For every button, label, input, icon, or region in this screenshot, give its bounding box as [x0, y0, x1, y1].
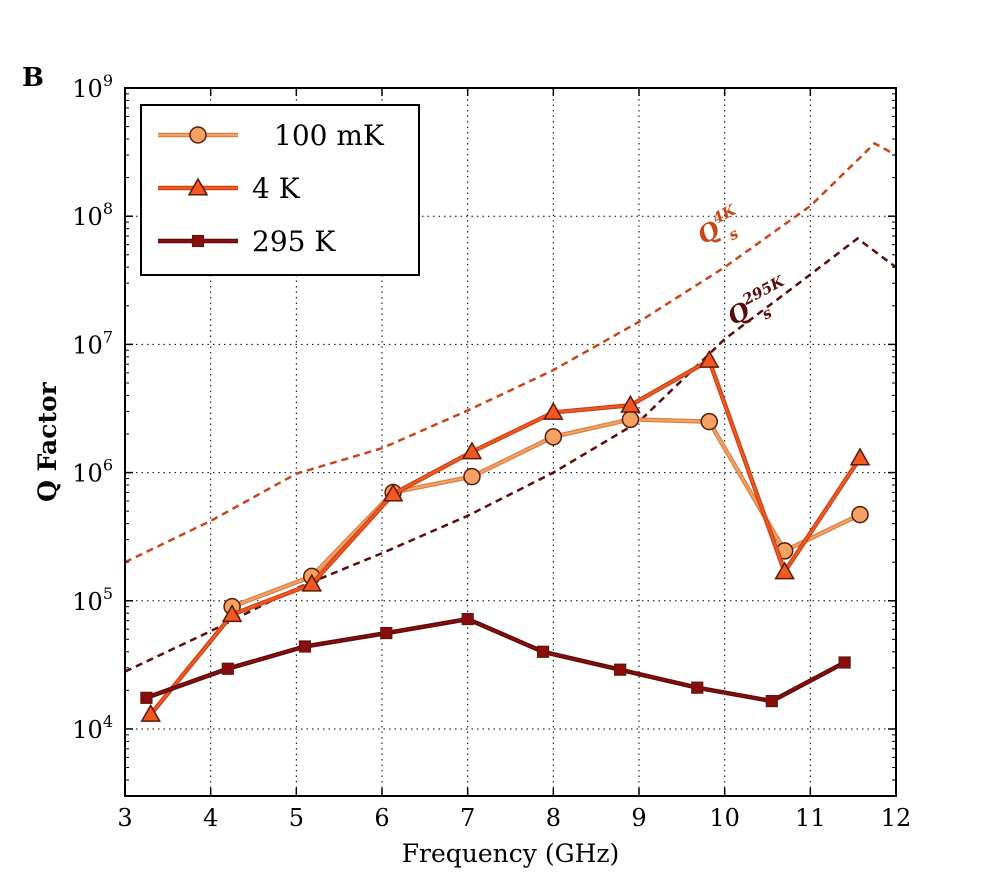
x-tick-label: 9	[631, 804, 646, 832]
triangle-marker	[382, 483, 404, 502]
y-tick-label: 106	[72, 456, 113, 488]
x-tick-label: 11	[795, 804, 826, 832]
triangle-marker	[620, 394, 641, 413]
x-tick-label: 12	[881, 804, 912, 832]
panel-label: B	[22, 63, 44, 93]
legend: 100 mK 4 K 295 K	[140, 104, 420, 276]
series-295-k	[140, 612, 851, 708]
dashed-curve-q-s-4k	[125, 141, 896, 564]
square-marker	[298, 640, 311, 653]
triangle-marker	[461, 441, 483, 460]
x-axis-label: Frequency (GHz)	[402, 839, 620, 868]
x-tick-label: 6	[374, 804, 389, 832]
y-tick-label: 108	[72, 199, 113, 231]
triangle-marker	[301, 573, 323, 592]
y-tick-label: 107	[72, 327, 113, 359]
circle-marker	[463, 467, 481, 486]
axis-ticks: 3 4 5 6 7 8 9 10 11 12 104 105 106 107 108 109	[72, 71, 911, 832]
y-axis-label: Q Factor	[33, 381, 62, 502]
legend-item-100-mk: 100 mK	[158, 119, 385, 152]
series-100-mk	[223, 410, 869, 616]
circle-marker	[189, 126, 207, 144]
legend-label: 295 K	[252, 225, 336, 258]
circle-marker	[851, 505, 869, 524]
y-tick-label: 104	[72, 712, 113, 744]
circle-marker	[544, 428, 563, 446]
x-tick-label: 7	[460, 804, 475, 832]
legend-label: 100 mK	[274, 119, 385, 152]
square-marker	[140, 691, 153, 704]
legend-label: 4 K	[252, 172, 301, 205]
triangle-marker	[774, 561, 795, 580]
square-marker	[221, 662, 234, 675]
legend-item-4-k: 4 K	[158, 172, 301, 205]
series-line	[146, 618, 846, 703]
legend-item-295-k: 295 K	[158, 225, 336, 258]
annotation-qs-4k: Q4Ks	[691, 200, 750, 257]
square-marker	[461, 612, 474, 626]
x-tick-label: 5	[289, 804, 304, 832]
square-marker	[614, 663, 627, 676]
circle-marker	[700, 412, 718, 431]
series-line	[149, 358, 861, 716]
square-marker	[380, 626, 393, 640]
square-marker	[838, 656, 851, 669]
square-marker	[191, 234, 205, 248]
triangle-marker	[140, 703, 161, 722]
triangle-marker	[698, 349, 720, 368]
x-tick-label: 3	[117, 804, 132, 832]
series-4-k	[140, 349, 871, 722]
x-tick-label: 4	[203, 804, 218, 832]
square-marker	[765, 694, 778, 708]
curve-annotations: Q4Ks Q295Ks	[691, 200, 798, 338]
y-tick-label: 109	[72, 71, 113, 103]
x-tick-label: 10	[709, 804, 740, 832]
x-tick-label: 8	[546, 804, 561, 832]
triangle-marker	[187, 177, 209, 196]
triangle-marker	[221, 604, 243, 623]
annotation-qs-295k: Q295Ks	[721, 272, 798, 338]
data-series	[140, 349, 871, 722]
square-marker	[691, 681, 704, 694]
y-tick-label: 105	[72, 584, 113, 616]
square-marker	[536, 645, 550, 658]
circle-marker	[621, 410, 640, 429]
triangle-marker	[543, 401, 564, 420]
plot-frame	[124, 87, 897, 797]
triangle-marker	[849, 447, 871, 466]
grid	[125, 88, 896, 796]
